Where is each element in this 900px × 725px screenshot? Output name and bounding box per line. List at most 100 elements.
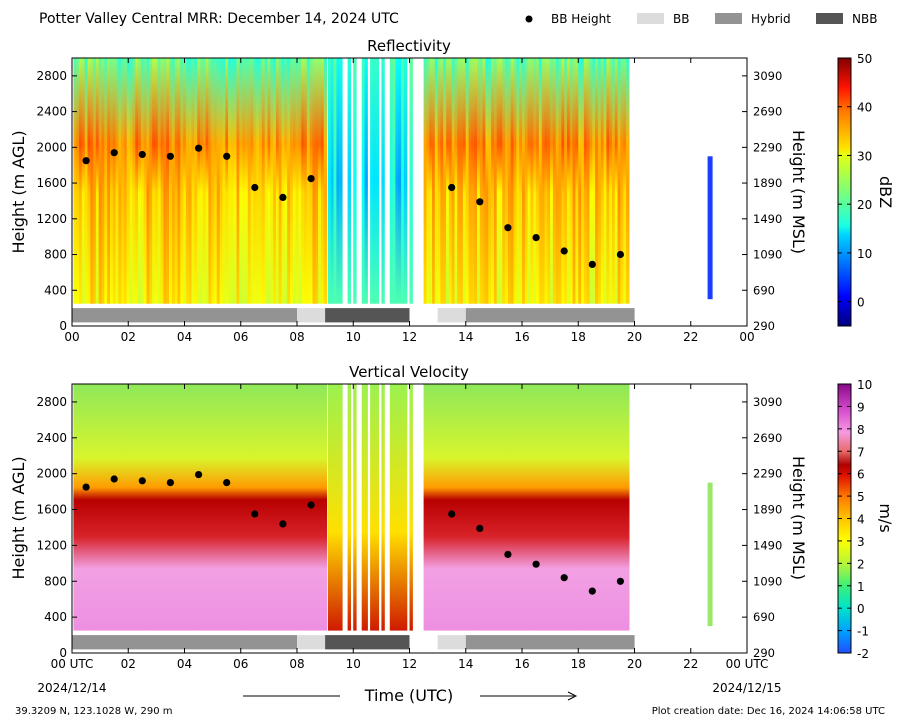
heatmap-column <box>281 384 285 631</box>
heatmap-column <box>169 384 173 631</box>
heatmap-column <box>236 58 240 304</box>
heatmap-column <box>118 58 122 304</box>
y-tick-label: 0 <box>59 319 67 333</box>
y-tick-label: 0 <box>59 646 67 660</box>
heatmap-column <box>375 58 380 304</box>
heatmap-column <box>98 58 103 304</box>
heatmap-column <box>292 58 297 304</box>
heatmap-column <box>174 384 179 631</box>
heatmap-column <box>171 384 176 631</box>
heatmap-column <box>485 58 489 304</box>
heatmap-column <box>381 58 385 304</box>
heatmap-column <box>93 384 97 631</box>
heatmap-column <box>493 58 498 304</box>
heatmap-column <box>185 384 190 631</box>
heatmap-column <box>95 384 100 631</box>
bb-height-point <box>588 260 596 268</box>
heatmap-column <box>614 58 619 304</box>
heatmap-column <box>507 58 512 304</box>
heatmap-column <box>81 384 86 631</box>
heatmap-column <box>530 58 534 304</box>
x-axis-label: Time (UTC) <box>364 686 453 705</box>
heatmap-column <box>339 384 343 631</box>
x-tick-label: 00 <box>739 330 754 344</box>
heatmap-column <box>372 58 377 304</box>
heatmap-column <box>219 384 224 631</box>
heatmap-column <box>375 384 380 631</box>
heatmap-column <box>499 384 503 631</box>
bb-height-point <box>110 149 118 157</box>
heatmap-column <box>527 384 531 631</box>
heatmap-column <box>426 384 430 631</box>
heatmap-column <box>298 58 302 304</box>
heatmap-column <box>333 384 337 631</box>
heatmap-column <box>477 384 481 631</box>
x-tick-label: 18 <box>571 330 586 344</box>
heatmap-column <box>200 58 204 304</box>
y-tick-label: 2800 <box>36 69 67 83</box>
regime-bar-bb <box>437 308 466 323</box>
heatmap-column <box>191 384 195 631</box>
heatmap-column <box>245 58 249 304</box>
legend-nbb-label: NBB <box>852 12 877 26</box>
x-tick-label: 00 UTC <box>726 657 769 671</box>
colorbar-tick-label: 5 <box>857 490 865 504</box>
heatmap-column <box>336 384 340 631</box>
x-tick-label: 04 <box>177 657 192 671</box>
heatmap-column <box>160 58 164 304</box>
heatmap-column <box>327 58 332 304</box>
heatmap-column <box>115 58 119 304</box>
heatmap-column <box>211 58 215 304</box>
bb-height-point <box>532 234 540 242</box>
x-tick-label: 18 <box>571 657 586 671</box>
y-right-tick-label: 3090 <box>753 395 782 409</box>
heatmap-column <box>327 384 332 631</box>
heatmap-column <box>270 58 274 304</box>
heatmap-column <box>558 384 562 631</box>
heatmap-column <box>121 58 125 304</box>
heatmap-column <box>564 58 568 304</box>
heatmap-column <box>572 58 576 304</box>
heatmap-column <box>202 384 207 631</box>
reflectivity-colorbar-ticks: 0 10 20 30 40 50 <box>838 52 872 310</box>
x-tick-label: 00 <box>64 330 79 344</box>
heatmap-column <box>519 58 523 304</box>
heatmap-column <box>333 58 337 304</box>
heatmap-column <box>287 384 291 631</box>
heatmap-column <box>609 384 613 631</box>
colorbar-tick-label: 6 <box>857 468 865 482</box>
bb-height-point <box>223 479 231 487</box>
heatmap-column <box>242 58 246 304</box>
heatmap-column <box>284 384 288 631</box>
heatmap-column <box>502 58 506 304</box>
y-tick-label: 2800 <box>36 395 67 409</box>
heatmap-column <box>597 384 602 631</box>
heatmap-column <box>90 384 94 631</box>
heatmap-column <box>270 384 274 631</box>
heatmap-column <box>538 58 543 304</box>
heatmap-column <box>98 384 103 631</box>
heatmap-column <box>166 384 170 631</box>
heatmap-column <box>583 58 588 304</box>
heatmap-column <box>505 384 509 631</box>
heatmap-column <box>578 384 582 631</box>
y-right-tick-label: 2690 <box>753 105 782 119</box>
vertical-velocity-ylabel-right: Height (m MSL) <box>789 456 808 580</box>
regime-bar-hybrid <box>465 635 635 650</box>
y-right-tick-label: 690 <box>753 283 775 297</box>
reflectivity-title: Reflectivity <box>367 37 451 55</box>
heatmap-column <box>135 58 139 304</box>
heatmap-column <box>81 58 86 304</box>
heatmap-column <box>267 58 271 304</box>
heatmap-column <box>90 58 94 304</box>
heatmap-column <box>522 384 526 631</box>
heatmap-column <box>488 384 492 631</box>
heatmap-column <box>166 58 170 304</box>
regime-bar-nbb <box>325 635 410 650</box>
bb-height-point <box>504 550 512 559</box>
vertical-velocity-ticks: 00 UTC 02 04 06 08 10 12 14 16 18 20 22 00 UTC040080… <box>36 384 782 671</box>
heatmap-column <box>401 58 405 304</box>
heatmap-column <box>586 384 591 631</box>
reflectivity-colorbar <box>837 57 852 327</box>
